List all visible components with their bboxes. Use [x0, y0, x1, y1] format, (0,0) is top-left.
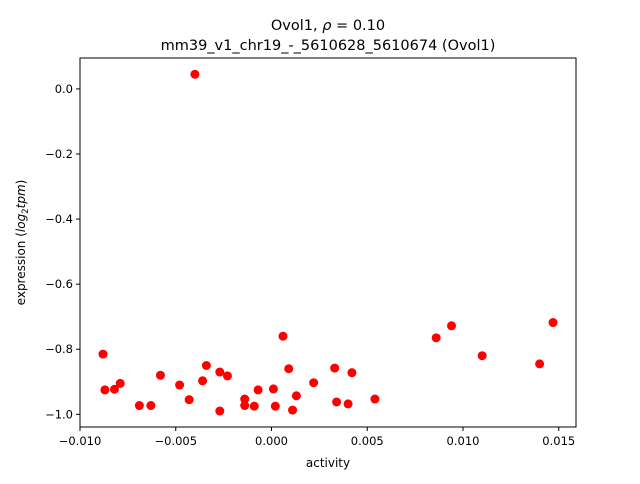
y-tick-label: −0.4	[45, 212, 73, 226]
data-point	[109, 384, 119, 394]
data-point	[240, 401, 250, 411]
x-tick-label: −0.010	[59, 434, 102, 448]
data-point	[175, 380, 185, 390]
data-point	[115, 378, 125, 388]
data-point	[198, 376, 208, 386]
x-tick-label: 0.010	[447, 434, 480, 448]
data-point	[98, 349, 108, 359]
data-point	[477, 351, 487, 361]
data-point	[343, 399, 353, 409]
x-tick-label: 0.015	[542, 434, 575, 448]
data-point	[222, 371, 232, 381]
data-point	[284, 364, 294, 374]
data-point	[270, 401, 280, 411]
x-axis-ticks: −0.010 −0.005 0.000 0.005 0.010 0.015	[59, 427, 575, 448]
x-tick-label: −0.005	[154, 434, 197, 448]
data-point	[332, 397, 342, 407]
plot-area	[79, 57, 577, 428]
data-points	[98, 69, 558, 416]
data-point	[253, 385, 263, 395]
x-tick-label: 0.000	[255, 434, 288, 448]
y-tick-label: −1.0	[45, 407, 73, 421]
data-point	[370, 394, 380, 404]
data-point	[291, 391, 301, 401]
data-point	[249, 401, 259, 411]
data-point	[201, 361, 211, 370]
data-point	[288, 405, 298, 415]
data-point	[309, 378, 319, 388]
data-point	[155, 370, 165, 380]
data-point	[278, 331, 288, 341]
data-point	[548, 318, 558, 328]
axes-frame	[79, 57, 577, 428]
data-point	[100, 385, 110, 395]
data-point	[330, 363, 340, 373]
data-point	[146, 401, 156, 411]
data-point	[535, 359, 545, 369]
y-axis-label: expression (log2tpm)	[14, 180, 31, 306]
x-tick-label: 0.005	[351, 434, 384, 448]
y-axis-ticks: 0.0 −0.2 −0.4 −0.6 −0.8 −1.0	[45, 82, 80, 421]
data-point	[431, 333, 441, 343]
data-point	[268, 384, 278, 394]
chart-title-line2: mm39_v1_chr19_-_5610628_5610674 (Ovol1)	[161, 38, 496, 54]
data-point	[215, 406, 225, 416]
x-axis-label: activity	[306, 456, 350, 470]
y-tick-label: 0.0	[55, 82, 73, 96]
data-point	[347, 368, 357, 378]
y-tick-label: −0.2	[45, 147, 73, 161]
data-point	[447, 321, 457, 331]
y-tick-label: −0.8	[45, 342, 73, 356]
y-tick-label: −0.6	[45, 277, 73, 291]
data-point	[240, 394, 250, 404]
data-point	[184, 395, 194, 405]
chart-title-line1: Ovol1, ρ = 0.10	[271, 18, 385, 34]
data-point	[134, 401, 144, 411]
data-point	[215, 367, 225, 377]
data-point	[190, 69, 200, 79]
